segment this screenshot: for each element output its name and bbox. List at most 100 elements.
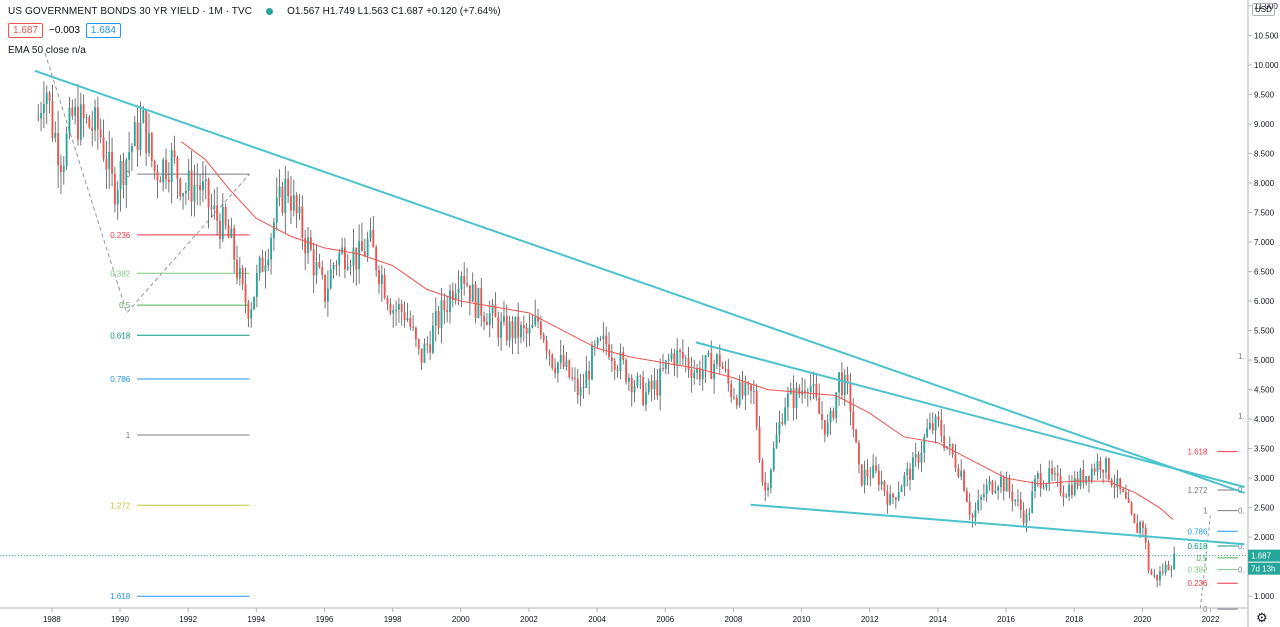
- fib-level-label: 1.272: [110, 501, 131, 510]
- candle-down: [71, 107, 74, 116]
- candle-up: [162, 159, 165, 183]
- fib-cut-label: 0.: [1238, 507, 1245, 516]
- gear-icon[interactable]: ⚙: [1256, 610, 1268, 625]
- candle-up: [500, 321, 503, 338]
- candle-up: [659, 368, 662, 396]
- candle-down: [1059, 475, 1062, 494]
- candle-up: [119, 160, 122, 190]
- candle-up: [380, 274, 383, 285]
- candle-down: [400, 304, 403, 313]
- candle-up: [128, 152, 131, 160]
- trendline: [695, 341, 1245, 488]
- candle-down: [37, 118, 40, 120]
- candle-down: [494, 304, 497, 318]
- chart-legend: US GOVERNMENT BONDS 30 YR YIELD · 1M · T…: [8, 6, 501, 17]
- candle-down: [1093, 468, 1096, 472]
- fib-right-label: 0.236: [1187, 579, 1208, 588]
- candle-up: [238, 268, 241, 279]
- candle-down: [287, 178, 290, 197]
- candle-down: [679, 350, 681, 353]
- candle-down: [466, 283, 468, 286]
- candle-down: [710, 352, 713, 379]
- candle-down: [426, 343, 429, 345]
- symbol-title[interactable]: US GOVERNMENT BONDS 30 YR YIELD · 1M · T…: [8, 6, 253, 17]
- candle-down: [355, 247, 358, 270]
- candle-down: [522, 324, 525, 328]
- candle-up: [352, 247, 355, 266]
- candle-down: [954, 454, 957, 469]
- candle-up: [79, 104, 82, 140]
- candle-up: [182, 193, 184, 197]
- candle-up: [591, 345, 593, 380]
- candle-up: [787, 393, 789, 408]
- candle-up: [170, 150, 173, 183]
- candle-down: [650, 380, 653, 390]
- ema-line: [181, 141, 1174, 520]
- y-tick-label: 2.000: [1254, 533, 1275, 542]
- candle-down: [247, 302, 250, 319]
- fib-cut-label: 1.: [1238, 412, 1245, 421]
- candle-up: [94, 107, 96, 131]
- candle-down: [165, 159, 167, 180]
- candle-down: [554, 367, 556, 374]
- candle-down: [91, 127, 94, 131]
- trendlines: [34, 69, 1245, 546]
- candle-down: [412, 326, 415, 328]
- candle-down: [219, 220, 221, 239]
- y-tick-label: 10.000: [1254, 61, 1279, 70]
- candle-down: [497, 317, 500, 338]
- candle-down: [167, 179, 170, 183]
- candle-down: [656, 380, 659, 396]
- candle-up: [255, 273, 258, 297]
- candle-up: [772, 447, 775, 470]
- candle-up: [1005, 479, 1008, 492]
- candle-down: [1133, 513, 1136, 524]
- candle-down: [386, 298, 389, 305]
- ask-box[interactable]: 1.684: [85, 23, 121, 38]
- candle-up: [457, 288, 460, 294]
- candle-up: [423, 343, 426, 363]
- candle-down: [48, 92, 51, 101]
- candle-down: [244, 284, 247, 303]
- candle-down: [1056, 473, 1059, 476]
- candle-up: [843, 374, 846, 396]
- y-tick-label: 9.000: [1254, 120, 1275, 129]
- candle-down: [1119, 478, 1122, 490]
- candle-down: [673, 353, 676, 366]
- candle-down: [480, 288, 483, 316]
- candle-up: [406, 318, 409, 321]
- candle-up: [68, 107, 71, 134]
- candle-down: [539, 321, 542, 335]
- candle-up: [65, 133, 68, 167]
- candle-up: [1159, 571, 1161, 581]
- currency-label[interactable]: USD: [1252, 3, 1275, 16]
- candle-up: [1164, 564, 1167, 573]
- candle-down: [159, 180, 162, 183]
- indicator-legend[interactable]: EMA 50 close n/a: [8, 45, 86, 56]
- candle-up: [812, 383, 815, 387]
- candle-up: [1031, 491, 1034, 513]
- candle-down: [968, 501, 971, 515]
- candle-down: [815, 383, 818, 398]
- candle-down: [1076, 478, 1079, 487]
- candle-down: [1008, 479, 1011, 492]
- candle-down: [451, 290, 454, 301]
- candle-up: [1025, 514, 1028, 524]
- candle-up: [911, 457, 914, 480]
- candle-up: [392, 310, 395, 314]
- x-tick-label: 2020: [1133, 615, 1151, 624]
- candle-down: [1019, 499, 1022, 510]
- candle-down: [77, 106, 79, 140]
- candle-down: [588, 370, 591, 380]
- candle-up: [926, 428, 929, 437]
- candle-up: [42, 103, 45, 113]
- candle-down: [443, 300, 446, 310]
- candle-down: [1144, 527, 1147, 543]
- candle-down: [1039, 473, 1042, 489]
- bid-box[interactable]: 1.687: [8, 23, 44, 38]
- candle-up: [284, 178, 287, 213]
- candle-up: [250, 309, 253, 319]
- candle-up: [275, 197, 278, 223]
